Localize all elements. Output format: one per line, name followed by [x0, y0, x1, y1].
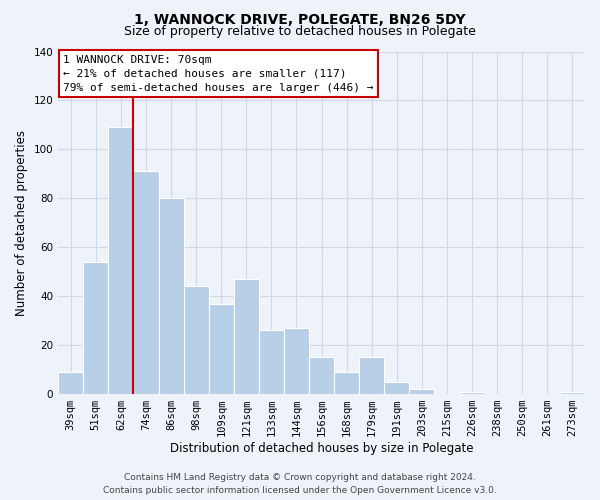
Bar — [560, 392, 585, 394]
Text: Size of property relative to detached houses in Polegate: Size of property relative to detached ho… — [124, 25, 476, 38]
Text: 1 WANNOCK DRIVE: 70sqm
← 21% of detached houses are smaller (117)
79% of semi-de: 1 WANNOCK DRIVE: 70sqm ← 21% of detached… — [64, 55, 374, 93]
Bar — [334, 372, 359, 394]
Bar — [234, 279, 259, 394]
Bar — [109, 128, 133, 394]
Bar — [385, 382, 409, 394]
Bar — [184, 286, 209, 394]
Bar — [409, 389, 434, 394]
Bar — [359, 358, 385, 394]
Bar — [133, 172, 158, 394]
Bar — [309, 358, 334, 394]
Bar — [460, 392, 485, 394]
X-axis label: Distribution of detached houses by size in Polegate: Distribution of detached houses by size … — [170, 442, 473, 455]
Text: Contains HM Land Registry data © Crown copyright and database right 2024.
Contai: Contains HM Land Registry data © Crown c… — [103, 474, 497, 495]
Bar — [259, 330, 284, 394]
Text: 1, WANNOCK DRIVE, POLEGATE, BN26 5DY: 1, WANNOCK DRIVE, POLEGATE, BN26 5DY — [134, 12, 466, 26]
Bar — [58, 372, 83, 394]
Bar — [158, 198, 184, 394]
Y-axis label: Number of detached properties: Number of detached properties — [15, 130, 28, 316]
Bar — [284, 328, 309, 394]
Bar — [83, 262, 109, 394]
Bar — [209, 304, 234, 394]
